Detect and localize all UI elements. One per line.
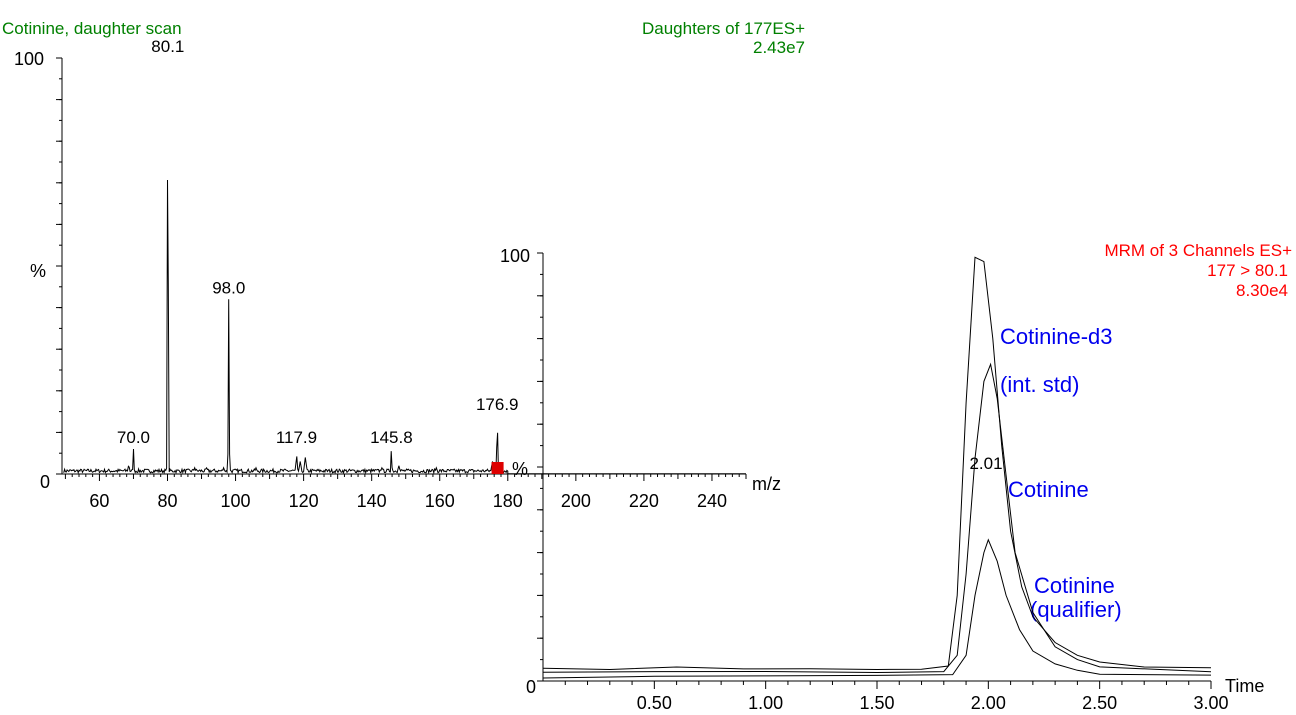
ms-x-tick-label: 120	[289, 491, 319, 511]
mrm-x-tick-label: 0.50	[637, 693, 672, 713]
ms-peak-label: 80.1	[151, 37, 184, 56]
precursor-marker	[491, 462, 504, 474]
mrm-traces	[542, 256, 1212, 679]
ms-peak-label: 98.0	[212, 278, 245, 297]
ms-y-tick-max: 100	[14, 49, 44, 69]
mrm-header-line3: 8.30e4	[1236, 281, 1288, 300]
mrm-peak-label: 2.01	[969, 454, 1002, 473]
mrm-x-tick-label: 1.50	[859, 693, 894, 713]
ms-peak-label: 176.9	[476, 395, 519, 414]
mass-spectrum-panel: Cotinine, daughter scan Daughters of 177…	[2, 19, 805, 511]
mrm-x-tick-label: 2.00	[971, 693, 1006, 713]
mrm-x-axis-label: Time	[1225, 676, 1264, 696]
mrm-header-line2: 177 > 80.1	[1207, 261, 1288, 280]
ms-y-axis-label: %	[30, 261, 46, 281]
ms-x-tick-label: 140	[357, 491, 387, 511]
mrm-trace-2	[542, 538, 1212, 679]
ms-title: Cotinine, daughter scan	[2, 19, 182, 38]
label-cotinine: Cotinine	[1008, 477, 1089, 502]
label-int-std: (int. std)	[1000, 372, 1079, 397]
ms-header-line1: Daughters of 177ES+	[642, 19, 805, 38]
ms-axes: 60 80 100 120 140 160 180 200 220 240	[56, 57, 747, 511]
mrm-y-tick-max: 100	[500, 246, 530, 266]
label-cotinine-d3: Cotinine-d3	[1000, 324, 1113, 349]
ms-peak-label: 145.8	[370, 428, 413, 447]
ms-x-axis-label: m/z	[752, 474, 781, 494]
ms-x-tick-label: 100	[221, 491, 251, 511]
mrm-trace-0	[542, 256, 1212, 671]
mrm-chromatogram-panel: MRM of 3 Channels ES+ 177 > 80.1 8.30e4 …	[500, 241, 1292, 713]
ms-x-tick-label: 80	[157, 491, 177, 511]
ms-x-tick-label: 240	[697, 491, 727, 511]
ms-peak-label: 117.9	[276, 428, 317, 447]
mrm-x-tick-label: 1.00	[748, 693, 783, 713]
mrm-x-tick-label: 2.50	[1082, 693, 1117, 713]
ms-spectrum-line	[63, 179, 746, 475]
ms-x-tick-label: 60	[89, 491, 109, 511]
label-cotinine-qualifier-1: Cotinine	[1034, 573, 1115, 598]
mrm-axes: 0.50 1.00 1.50 2.00 2.50 3.00	[537, 252, 1229, 713]
ms-x-tick-label: 220	[629, 491, 659, 511]
ms-x-tick-label: 180	[493, 491, 523, 511]
ms-x-tick-label: 200	[561, 491, 591, 511]
ms-x-tick-label: 160	[425, 491, 455, 511]
mrm-backdrop	[529, 486, 543, 706]
label-cotinine-qualifier-2: (qualifier)	[1030, 597, 1122, 622]
mrm-y-axis-label: %	[512, 459, 528, 479]
ms-y-tick-min: 0	[40, 472, 50, 492]
ms-peak-label: 70.0	[117, 428, 150, 447]
ms-peak-labels: 70.0 80.1 98.0 117.9 145.8 176.9	[117, 37, 519, 474]
mrm-header-line1: MRM of 3 Channels ES+	[1104, 241, 1292, 260]
ms-trace	[63, 179, 746, 475]
mrm-trace-1	[542, 362, 1212, 674]
mrm-y-tick-min: 0	[526, 677, 536, 697]
mrm-x-tick-label: 3.00	[1193, 693, 1228, 713]
ms-header-line2: 2.43e7	[753, 38, 805, 57]
